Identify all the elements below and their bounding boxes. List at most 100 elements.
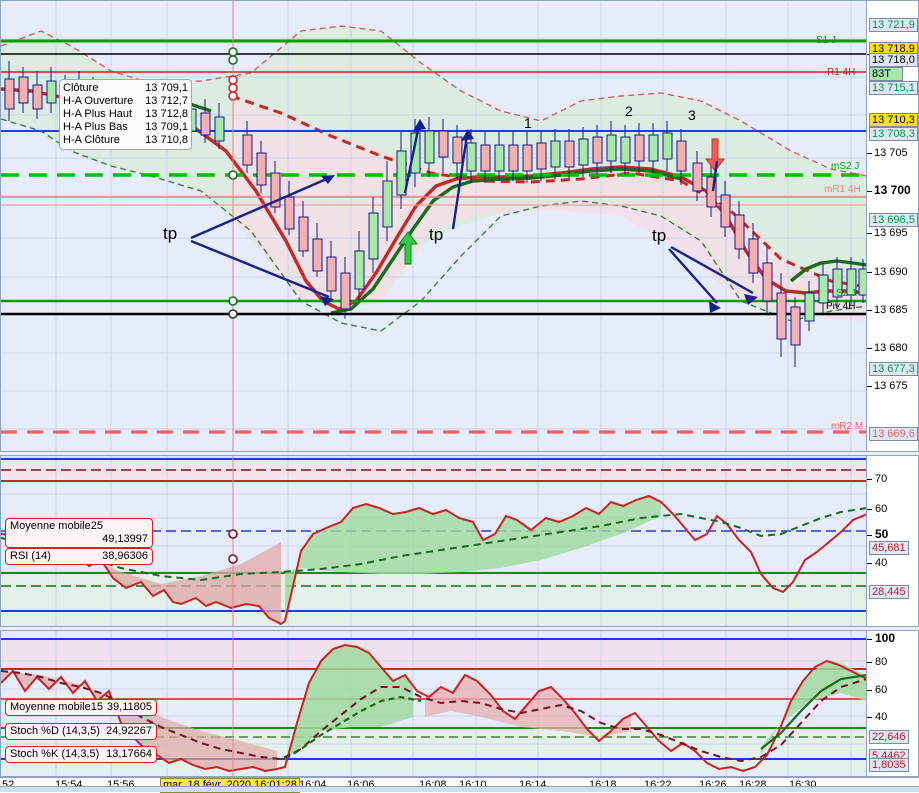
rsi-tick-50: 50 (875, 527, 889, 541)
price-marker-83t[interactable]: 83T (869, 67, 903, 81)
rsi-legend-ma: Moyenne mobile25 49,13997 (5, 518, 153, 548)
ohlc-label: H-A Plus Haut (63, 108, 133, 120)
band-upper-line (1, 25, 866, 177)
annotation-tp-mid: tp (429, 225, 444, 244)
price-tick-13690: 13 690 (874, 266, 908, 278)
ohlc-value: 13 712,8 (145, 108, 188, 120)
ohlc-label: H-A Clôture (63, 134, 120, 146)
rsi-value-axis[interactable]: 70 60 50 40 45,681 28,445 (866, 455, 919, 627)
level-label-s1-j: S1 J (816, 35, 837, 46)
stoch-ma-green-right (760, 674, 866, 750)
stoch-legend-k: Stoch %K (14,3,5) 13,17664 (5, 746, 157, 763)
rsi-legend-ma-value: 49,13997 (102, 533, 148, 545)
price-value-axis[interactable]: 13 705 13 700 13 695 13 690 13 685 13 68… (866, 0, 919, 452)
tp-arrowhead-left (320, 175, 335, 306)
price-marker-13696-5[interactable]: 13 696,5 (869, 213, 918, 227)
rsi-moving-average (1, 507, 866, 582)
annotation-tp-right: tp (652, 226, 667, 245)
rsi-indicator-panel[interactable]: Moyenne mobile25 49,13997 RSI (14) 38,9630… (0, 455, 867, 627)
stoch-tick-60: 60 (875, 684, 888, 696)
rsi-tick-60: 60 (875, 503, 888, 515)
tp-arrow-group-right (668, 245, 754, 304)
level-label-r1-4h: R1 4H (827, 67, 856, 78)
price-chart-canvas (1, 1, 866, 451)
rsi-fill-negative (1, 534, 281, 624)
ohlc-value: 13 710,8 (145, 134, 188, 146)
band-lower-line (1, 118, 866, 332)
level-label-ms2-j: mS2 J (831, 161, 860, 172)
tp-arrowhead-mid (413, 119, 474, 141)
sell-signal-arrow (705, 138, 725, 172)
crosshair-markers (228, 47, 238, 65)
rsi-legend-rsi: RSI (14) 38,96306 (5, 548, 153, 565)
rsi-crosshair-marker-ma (228, 529, 238, 539)
price-tick-13675: 13 675 (874, 380, 908, 392)
price-marker-13715-1[interactable]: 13 715,1 (869, 81, 918, 95)
ohlc-value: 13 709,1 (145, 82, 188, 94)
rsi-legend-ma-label: Moyenne mobile25 (10, 520, 103, 532)
tp-arrowhead-right (709, 294, 758, 313)
price-marker-13708-3[interactable]: 13 708,3 (869, 127, 918, 141)
stoch-fill-mid (285, 645, 413, 767)
stoch-legend-k-value: 13,17664 (106, 748, 152, 760)
ohlc-row: Clôture 13 709,1 (63, 82, 188, 95)
tp-arrow-group-mid (403, 124, 469, 230)
ma-green-right (789, 259, 866, 283)
stoch-tick-80: 80 (875, 656, 888, 668)
rsi-crosshair-marker-rsi (228, 554, 238, 564)
ohlc-value: 13 709,1 (145, 121, 188, 133)
rsi-legend-rsi-label: RSI (14) (10, 550, 51, 562)
stoch-tick-40: 40 (875, 711, 888, 723)
stoch-marker-1-8035[interactable]: 1,8035 (869, 758, 909, 772)
price-chart-panel[interactable]: Clôture 13 709,1 H-A Ouverture 13 712,7 H-… (0, 0, 867, 452)
tp-arrow-up-mid (711, 160, 719, 192)
ohlc-value: 13 712,7 (145, 95, 188, 107)
ohlc-row: H-A Ouverture 13 712,7 (63, 95, 188, 108)
status-strip (0, 786, 919, 792)
stoch-percent-d-line (1, 670, 866, 763)
rsi-tick-40: 40 (875, 557, 888, 569)
rsi-line (1, 494, 866, 626)
stoch-legend-d: Stoch %D (14,3,5) 24,92267 (5, 723, 157, 740)
stoch-legend-d-value: 24,92267 (106, 725, 152, 737)
stoch-ma-green (284, 695, 422, 760)
annotation-tp-left: tp (163, 224, 178, 243)
price-tick-13705: 13 705 (874, 147, 908, 159)
rsi-marker-45-681[interactable]: 45,681 (869, 541, 909, 555)
level-label-mr2-m: mR2 M (831, 421, 864, 432)
price-tick-13680: 13 680 (874, 342, 908, 354)
ohlc-row: H-A Plus Bas 13 709,1 (63, 121, 188, 134)
price-marker-13721-9[interactable]: 13 721,9 (869, 18, 918, 32)
ohlc-label: H-A Plus Bas (63, 121, 128, 133)
ohlc-label: Clôture (63, 82, 99, 94)
price-marker-13677-3[interactable]: 13 677,3 (869, 362, 918, 376)
price-tick-13685: 13 685 (874, 304, 908, 316)
ohlc-legend-box: Clôture 13 709,1 H-A Ouverture 13 712,7 H-… (59, 79, 192, 150)
stoch-fill-right-a (425, 675, 631, 739)
rsi-fill-positive (285, 496, 661, 621)
buy-signal-arrow (398, 231, 418, 265)
stochastic-indicator-panel[interactable]: Moyenne mobile15 39,11805 Stoch %D (14,3,… (0, 630, 867, 777)
stoch-legend-d-label: Stoch %D (14,3,5) (10, 725, 100, 737)
stoch-legend-ma-value: 39,11805 (106, 701, 152, 713)
rsi-marker-28-445[interactable]: 28,445 (869, 585, 909, 599)
price-marker-13669-6[interactable]: 13 669,6 (869, 427, 918, 441)
price-tick-13700: 13 700 (874, 183, 911, 197)
stoch-legend-k-label: Stoch %K (14,3,5) (10, 748, 100, 760)
stoch-legend-ma: Moyenne mobile15 39,11805 (5, 699, 157, 716)
price-marker-13718-0[interactable]: 13 718,0 (869, 53, 918, 67)
stochastic-value-axis[interactable]: 100 80 60 40 22,646 5,4462 1,8035 (866, 630, 919, 777)
stoch-marker-22-646[interactable]: 22,646 (869, 730, 909, 744)
ohlc-label: H-A Ouverture (63, 95, 134, 107)
price-marker-13710-3[interactable]: 13 710,3 (869, 113, 918, 127)
level-label-s2-j: S2 J (836, 288, 857, 299)
stoch-fill-right-b (761, 661, 866, 755)
rsi-legend-rsi-value: 38,96306 (102, 550, 148, 562)
level-label-mr1-4h: mR1 4H (824, 184, 861, 195)
stoch-tick-100: 100 (875, 631, 896, 645)
price-tick-13695: 13 695 (874, 227, 908, 239)
rsi-tick-70: 70 (875, 473, 888, 485)
level-label-piv-4h: Piv 4H (826, 301, 856, 312)
tp-arrow-group-left (190, 175, 332, 299)
